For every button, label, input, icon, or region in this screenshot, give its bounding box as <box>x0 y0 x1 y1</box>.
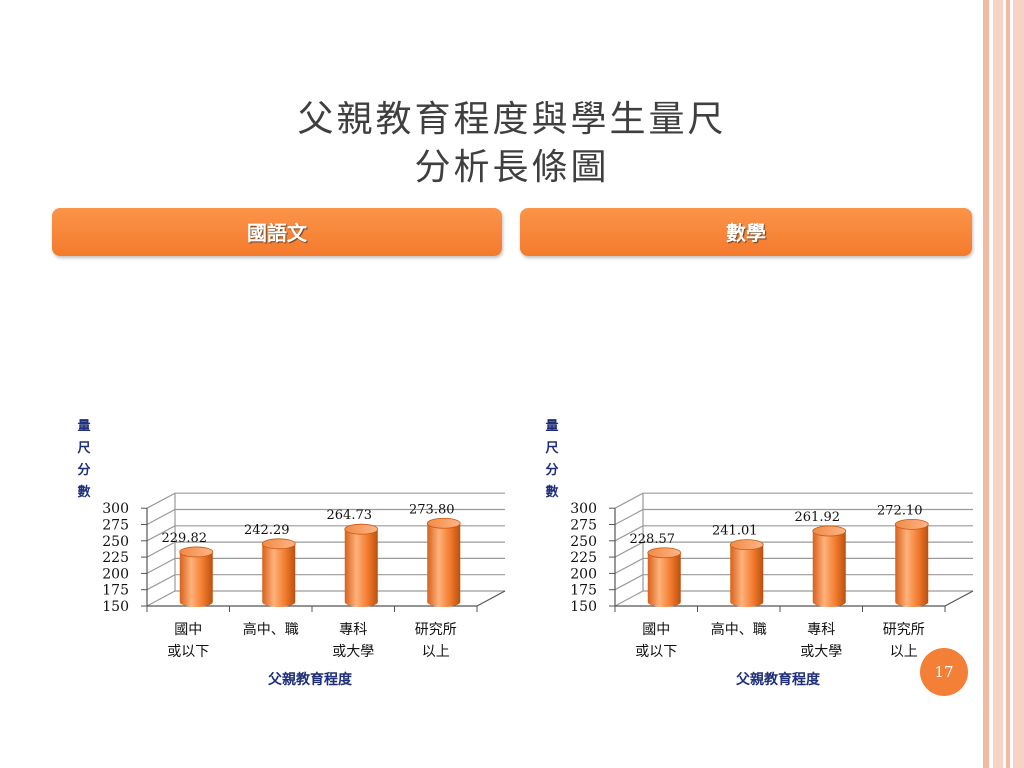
bar <box>729 539 764 607</box>
y-axis-label-char: 數 <box>77 484 90 500</box>
y-tick-label: 250 <box>102 534 129 550</box>
y-axis-label-char: 尺 <box>545 441 558 456</box>
y-axis-label-char: 分 <box>545 462 558 478</box>
bar-body <box>812 531 846 607</box>
y-axis-label-char: 分 <box>77 462 90 478</box>
bar-cap <box>729 539 764 551</box>
x-tick-label: 專科 <box>339 622 367 638</box>
y-tick-label: 275 <box>570 518 597 534</box>
bar-cap <box>647 547 682 559</box>
bar-cap <box>894 518 929 530</box>
bar-body <box>647 552 681 607</box>
x-tick-label: 以上 <box>890 644 918 660</box>
data-label: 241.01 <box>712 524 758 539</box>
slide-border-stripe <box>1006 0 1010 768</box>
y-tick-label: 225 <box>570 550 597 566</box>
data-label: 228.57 <box>630 532 676 547</box>
data-label: 273.80 <box>409 502 455 517</box>
y-axis-label-char: 量 <box>545 419 558 434</box>
y-tick-label: 175 <box>102 583 129 599</box>
y-tick-label: 250 <box>570 534 597 550</box>
slide-border-stripe <box>1013 0 1024 768</box>
slide-title-line-1: 父親教育程度與學生量尺 <box>297 99 727 140</box>
y-tick-label: 200 <box>570 566 597 582</box>
bar-cap <box>426 517 461 529</box>
bar-body <box>427 523 461 607</box>
slide-border-stripe <box>983 0 989 768</box>
bar <box>179 546 214 607</box>
y-axis-label-char: 尺 <box>77 441 90 456</box>
x-axis-depth-edge <box>944 590 974 607</box>
y-axis-label-char: 量 <box>77 419 90 434</box>
x-tick-label: 高中、職 <box>243 621 299 638</box>
data-label: 264.73 <box>327 508 373 523</box>
data-label: 261.92 <box>795 510 841 525</box>
x-tick-label: 或以下 <box>167 644 209 660</box>
slide-title-line-2: 分析長條圖 <box>414 147 610 188</box>
data-label: 229.82 <box>162 531 208 546</box>
bar-cap <box>812 525 847 537</box>
page-number: 17 <box>920 648 968 696</box>
x-tick-label: 或大學 <box>800 644 842 660</box>
y-tick-label: 300 <box>102 501 129 517</box>
chart-tab-chinese: 國語文 <box>52 208 502 256</box>
y-axis-label-char: 數 <box>545 484 558 500</box>
slide-border-stripe <box>993 0 1003 768</box>
bar <box>261 538 296 607</box>
bar <box>647 547 682 607</box>
y-tick-label: 225 <box>102 550 129 566</box>
x-tick-label: 國中 <box>642 622 670 638</box>
x-axis-depth-edge <box>476 590 506 607</box>
x-tick-label: 或以下 <box>635 644 677 660</box>
x-axis-label: 父親教育程度 <box>735 671 821 688</box>
bar-body <box>344 529 378 607</box>
x-tick-label: 研究所 <box>883 622 925 638</box>
y-tick-label: 150 <box>102 599 129 615</box>
x-tick-label: 研究所 <box>415 622 457 638</box>
chart-tab-math: 數學 <box>520 208 972 256</box>
y-tick-label: 300 <box>570 501 597 517</box>
bar-body <box>262 543 296 607</box>
bar-cap <box>261 538 296 550</box>
y-tick-label: 275 <box>102 518 129 534</box>
x-tick-label: 高中、職 <box>711 621 767 638</box>
x-axis-label: 父親教育程度 <box>267 671 353 688</box>
data-label: 272.10 <box>877 503 923 518</box>
bar-body <box>895 524 929 607</box>
bar <box>426 517 461 607</box>
y-tick-label: 150 <box>570 599 597 615</box>
bar-body <box>179 551 213 607</box>
bar <box>344 523 379 607</box>
y-tick-label: 200 <box>102 566 129 582</box>
data-label: 242.29 <box>244 523 290 538</box>
bar-cap <box>344 523 379 535</box>
bar <box>812 525 847 607</box>
y-tick-label: 175 <box>570 583 597 599</box>
x-tick-label: 或大學 <box>332 644 374 660</box>
x-tick-label: 國中 <box>174 622 202 638</box>
x-tick-label: 以上 <box>422 644 450 660</box>
x-tick-label: 專科 <box>807 622 835 638</box>
bar <box>894 518 929 607</box>
bar-body <box>730 544 764 607</box>
slide-title: 父親教育程度與學生量尺 分析長條圖 <box>0 96 1024 192</box>
bar-cap <box>179 546 214 558</box>
